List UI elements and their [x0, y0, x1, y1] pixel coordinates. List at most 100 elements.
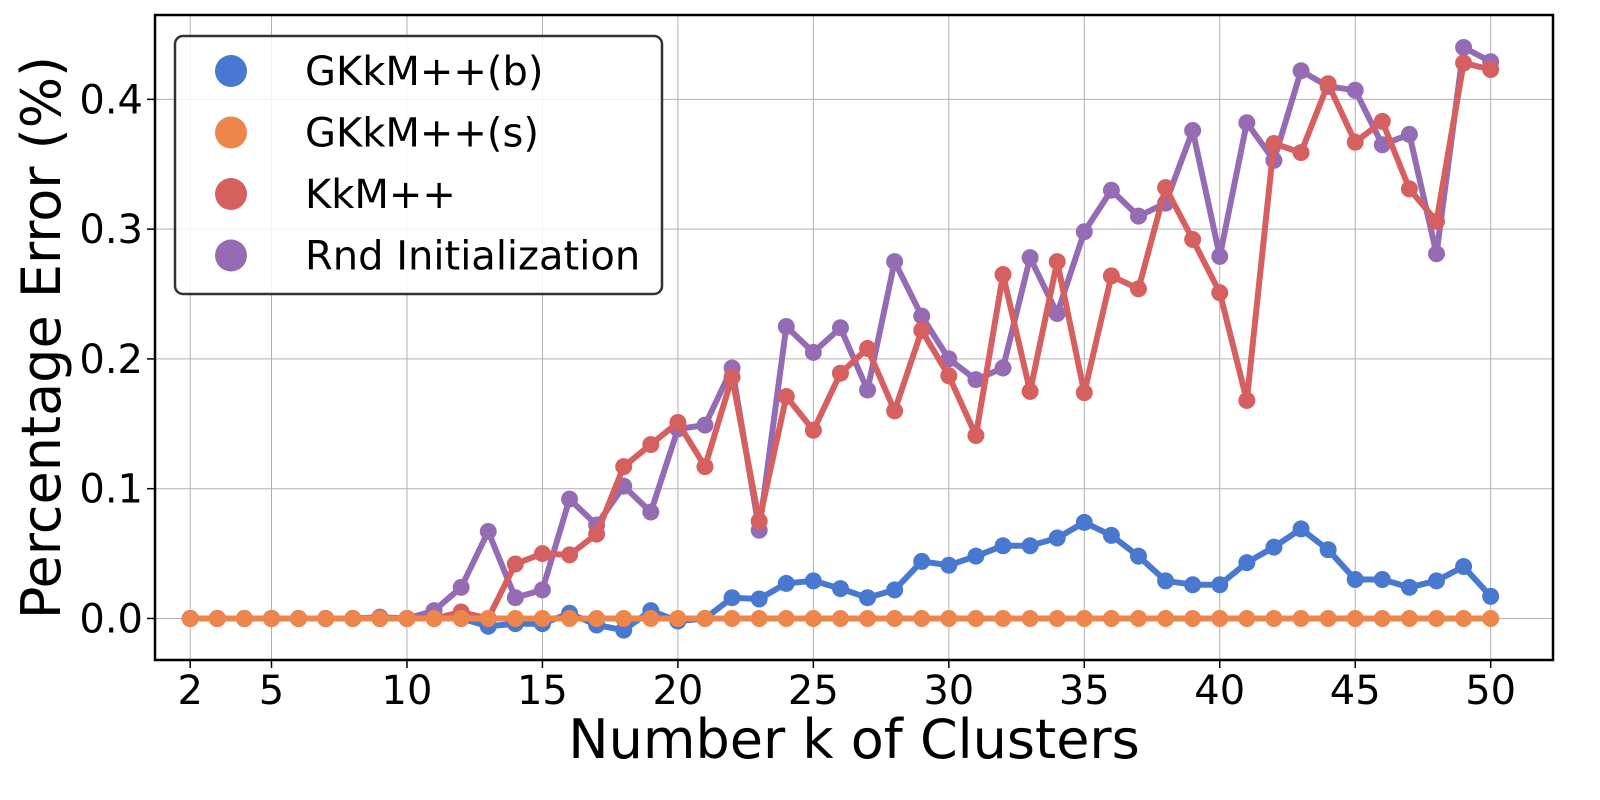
data-point [1292, 62, 1310, 80]
data-point [1048, 253, 1066, 271]
data-point [506, 609, 524, 627]
data-point [1400, 125, 1418, 143]
data-point [1346, 609, 1364, 627]
data-point [1482, 609, 1500, 627]
y-axis-label: Percentage Error (%) [10, 56, 73, 619]
data-point [1102, 267, 1120, 285]
data-point [642, 609, 660, 627]
data-point [1184, 609, 1202, 627]
data-point [561, 546, 579, 564]
x-tick-label: 45 [1330, 668, 1381, 714]
data-point [723, 368, 741, 386]
legend-marker [215, 178, 247, 210]
data-point [1211, 609, 1229, 627]
data-point [1184, 231, 1202, 249]
data-point [1129, 609, 1147, 627]
data-point [1211, 576, 1229, 594]
data-point [615, 609, 633, 627]
data-point [1075, 384, 1093, 402]
data-point [1455, 558, 1473, 576]
data-point [1455, 609, 1473, 627]
x-tick-label: 50 [1465, 668, 1516, 714]
x-tick-label: 10 [382, 668, 433, 714]
data-point [804, 421, 822, 439]
data-point [1048, 609, 1066, 627]
data-point [723, 609, 741, 627]
data-point [777, 317, 795, 335]
data-point [1021, 609, 1039, 627]
data-point [1211, 247, 1229, 265]
data-point [859, 609, 877, 627]
data-point [777, 574, 795, 592]
data-point [886, 253, 904, 271]
data-point [452, 578, 470, 596]
data-point [669, 414, 687, 432]
data-point [1482, 61, 1500, 79]
x-tick-label: 2 [177, 668, 202, 714]
data-point [1373, 136, 1391, 154]
data-point [1048, 529, 1066, 547]
data-point [831, 580, 849, 598]
x-tick-label: 25 [788, 668, 839, 714]
data-point [1373, 609, 1391, 627]
x-tick-label: 40 [1194, 668, 1245, 714]
data-point [561, 490, 579, 508]
data-point [886, 581, 904, 599]
data-point [344, 609, 362, 627]
data-point [615, 621, 633, 639]
legend: GKkM++(b) GKkM++(s) KkM++ Rnd Initializatio… [173, 34, 664, 296]
data-point [1184, 576, 1202, 594]
x-tick-label: 35 [1059, 668, 1110, 714]
data-point [804, 343, 822, 361]
data-point [940, 609, 958, 627]
data-point [994, 609, 1012, 627]
data-point [1102, 526, 1120, 544]
legend-label: GKkM++(s) [305, 111, 539, 157]
data-point [1075, 513, 1093, 531]
data-point [1238, 554, 1256, 572]
data-point [1455, 38, 1473, 56]
data-point [398, 609, 416, 627]
y-tick-label: 0.0 [79, 596, 143, 642]
data-point [1238, 391, 1256, 409]
x-tick-label: 30 [923, 668, 974, 714]
data-point [1265, 609, 1283, 627]
data-point [1129, 547, 1147, 565]
y-tick-label: 0.1 [79, 467, 143, 513]
legend-label: KkM++ [305, 172, 456, 218]
y-tick-label: 0.3 [79, 207, 143, 253]
data-point [913, 307, 931, 325]
data-point [1238, 114, 1256, 132]
data-point [317, 609, 335, 627]
data-point [1075, 609, 1093, 627]
data-point [1400, 609, 1418, 627]
data-point [1021, 249, 1039, 267]
data-point [750, 512, 768, 530]
data-point [181, 609, 199, 627]
data-point [425, 609, 443, 627]
data-point [696, 416, 714, 434]
data-point [940, 556, 958, 574]
data-point [1455, 54, 1473, 72]
data-point [263, 609, 280, 627]
data-point [1346, 81, 1364, 99]
series-1 [181, 609, 1500, 627]
data-point [290, 609, 308, 627]
data-point [1184, 122, 1202, 140]
data-point [208, 609, 226, 627]
data-point [831, 609, 849, 627]
data-point [506, 555, 524, 573]
data-point [859, 340, 877, 358]
data-point [669, 609, 687, 627]
data-point [1048, 304, 1066, 322]
data-point [1428, 572, 1445, 590]
data-point [1157, 179, 1175, 197]
data-point [886, 402, 904, 420]
data-point [859, 381, 877, 399]
data-point [940, 367, 958, 385]
data-point [696, 609, 714, 627]
data-point [750, 609, 768, 627]
data-point [696, 458, 714, 476]
data-point [1129, 207, 1147, 225]
data-point [1482, 587, 1500, 605]
